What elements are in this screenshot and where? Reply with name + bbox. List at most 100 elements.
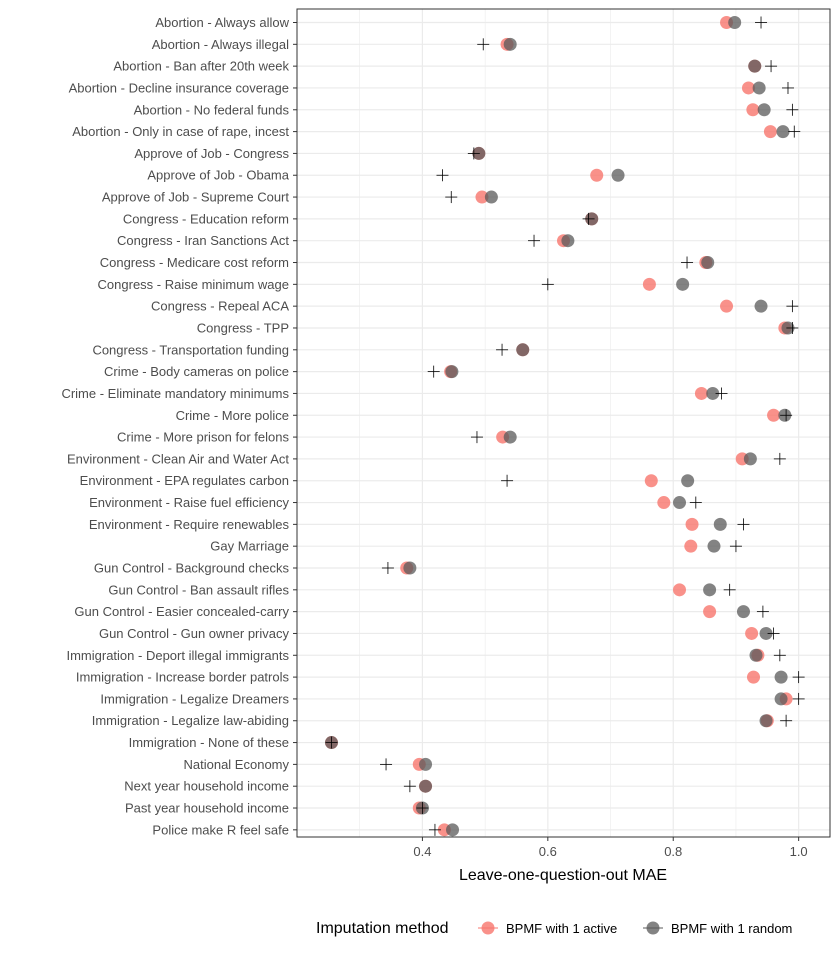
y-tick-label: Congress - Transportation funding xyxy=(92,342,289,357)
x-tick-label: 0.4 xyxy=(413,844,431,859)
x-axis-title: Leave-one-question-out MAE xyxy=(459,867,667,884)
point-bpmf-active xyxy=(644,474,658,488)
point-bpmf-random xyxy=(419,779,433,793)
point-bpmf-random xyxy=(503,430,517,444)
point-reference-plus xyxy=(792,692,805,705)
point-reference-plus xyxy=(496,343,509,356)
y-tick-label: Environment - EPA regulates carbon xyxy=(80,473,289,488)
y-tick-label: Congress - Medicare cost reform xyxy=(100,255,289,270)
point-bpmf-active xyxy=(745,626,759,640)
y-tick-label: Immigration - Legalize Dreamers xyxy=(100,691,289,706)
point-reference-plus xyxy=(325,736,338,749)
x-axis-ticks: 0.4 0.6 0.8 1.0 xyxy=(413,837,808,859)
point-reference-plus xyxy=(470,431,483,444)
point-bpmf-random xyxy=(419,757,433,771)
point-bpmf-random xyxy=(445,365,459,379)
y-tick-label: National Economy xyxy=(184,757,290,772)
point-bpmf-random xyxy=(759,714,773,728)
point-reference-plus xyxy=(723,583,736,596)
legend-title: Imputation method xyxy=(316,920,449,937)
legend-key-random xyxy=(643,921,663,935)
plot-border xyxy=(296,8,831,838)
legend-label-active: BPMF with 1 active xyxy=(506,921,617,936)
point-bpmf-random xyxy=(673,496,687,510)
y-tick-label: Crime - More police xyxy=(176,408,289,423)
point-reference-plus xyxy=(541,278,554,291)
y-tick-label: Gun Control - Gun owner privacy xyxy=(99,626,290,641)
point-bpmf-active xyxy=(694,386,708,400)
point-bpmf-random xyxy=(561,234,575,248)
point-reference-plus xyxy=(582,212,595,225)
y-tick-label: Approve of Job - Congress xyxy=(134,146,289,161)
point-bpmf-random xyxy=(706,386,720,400)
y-tick-label: Gun Control - Ban assault rifles xyxy=(108,582,289,597)
point-bpmf-random xyxy=(503,37,517,51)
point-bpmf-active xyxy=(475,190,489,204)
point-reference-plus xyxy=(773,649,786,662)
y-tick-label: Crime - Eliminate mandatory minimums xyxy=(61,386,289,401)
point-reference-plus xyxy=(767,627,780,640)
y-tick-label: Approve of Job - Obama xyxy=(147,168,289,183)
point-bpmf-random xyxy=(703,583,717,597)
point-reference-plus xyxy=(428,823,441,836)
point-bpmf-active xyxy=(741,81,755,95)
point-bpmf-active xyxy=(746,103,760,117)
point-bpmf-random xyxy=(774,670,788,684)
point-bpmf-random xyxy=(776,125,790,139)
point-reference-plus xyxy=(729,540,742,553)
point-bpmf-random xyxy=(752,81,766,95)
y-tick-label: Next year household income xyxy=(124,779,289,794)
point-reference-plus xyxy=(780,714,793,727)
y-tick-label: Past year household income xyxy=(125,801,289,816)
point-bpmf-random xyxy=(728,16,742,29)
point-reference-plus xyxy=(737,518,750,531)
point-bpmf-random xyxy=(748,59,762,73)
y-tick-label: Abortion - No federal funds xyxy=(134,102,290,117)
y-tick-label: Approve of Job - Supreme Court xyxy=(102,190,290,205)
y-tick-label: Environment - Require renewables xyxy=(89,517,290,532)
y-tick-label: Congress - Education reform xyxy=(123,211,289,226)
point-reference-plus xyxy=(765,60,778,73)
y-axis-labels: Abortion - Always allow Abortion - Always… xyxy=(61,15,297,837)
point-bpmf-active xyxy=(767,408,781,422)
point-reference-plus xyxy=(786,321,799,334)
point-reference-plus xyxy=(786,300,799,313)
point-reference-plus xyxy=(786,103,799,116)
point-reference-plus xyxy=(788,125,801,138)
point-reference-plus xyxy=(781,81,794,94)
point-reference-plus xyxy=(467,147,480,160)
point-bpmf-random xyxy=(681,474,695,488)
y-tick-label: Abortion - Always allow xyxy=(155,15,289,30)
point-bpmf-random xyxy=(403,561,417,575)
point-bpmf-random xyxy=(611,168,625,182)
point-bpmf-random xyxy=(749,648,763,662)
point-reference-plus xyxy=(715,387,728,400)
point-bpmf-active xyxy=(642,277,656,291)
y-tick-label: Immigration - Deport illegal immigrants xyxy=(66,648,289,663)
point-bpmf-active xyxy=(657,496,671,510)
y-tick-label: Immigration - Legalize law-abiding xyxy=(92,713,289,728)
point-bpmf-random xyxy=(743,452,757,466)
point-bpmf-active xyxy=(746,670,760,684)
legend: Imputation method BPMF with 1 active BPM… xyxy=(316,920,792,937)
point-bpmf-active xyxy=(684,539,698,553)
y-tick-label: Police make R feel safe xyxy=(152,822,289,837)
y-tick-label: Crime - Body cameras on police xyxy=(104,364,289,379)
y-tick-label: Environment - Raise fuel efficiency xyxy=(89,495,289,510)
point-reference-plus xyxy=(416,802,429,815)
point-bpmf-active xyxy=(673,583,687,597)
point-bpmf-active xyxy=(703,605,717,619)
point-reference-plus xyxy=(689,496,702,509)
y-tick-label: Congress - Raise minimum wage xyxy=(98,277,289,292)
y-tick-label: Abortion - Decline insurance coverage xyxy=(69,80,289,95)
point-bpmf-random xyxy=(736,605,750,619)
point-bpmf-random xyxy=(707,539,721,553)
point-reference-plus xyxy=(756,605,769,618)
point-bpmf-random xyxy=(774,692,788,706)
legend-label-random: BPMF with 1 random xyxy=(671,921,792,936)
point-reference-plus xyxy=(528,234,541,247)
y-tick-label: Immigration - Increase border patrols xyxy=(76,670,290,685)
data-marks xyxy=(324,16,805,837)
point-bpmf-random xyxy=(484,190,498,204)
point-bpmf-random xyxy=(446,823,460,837)
